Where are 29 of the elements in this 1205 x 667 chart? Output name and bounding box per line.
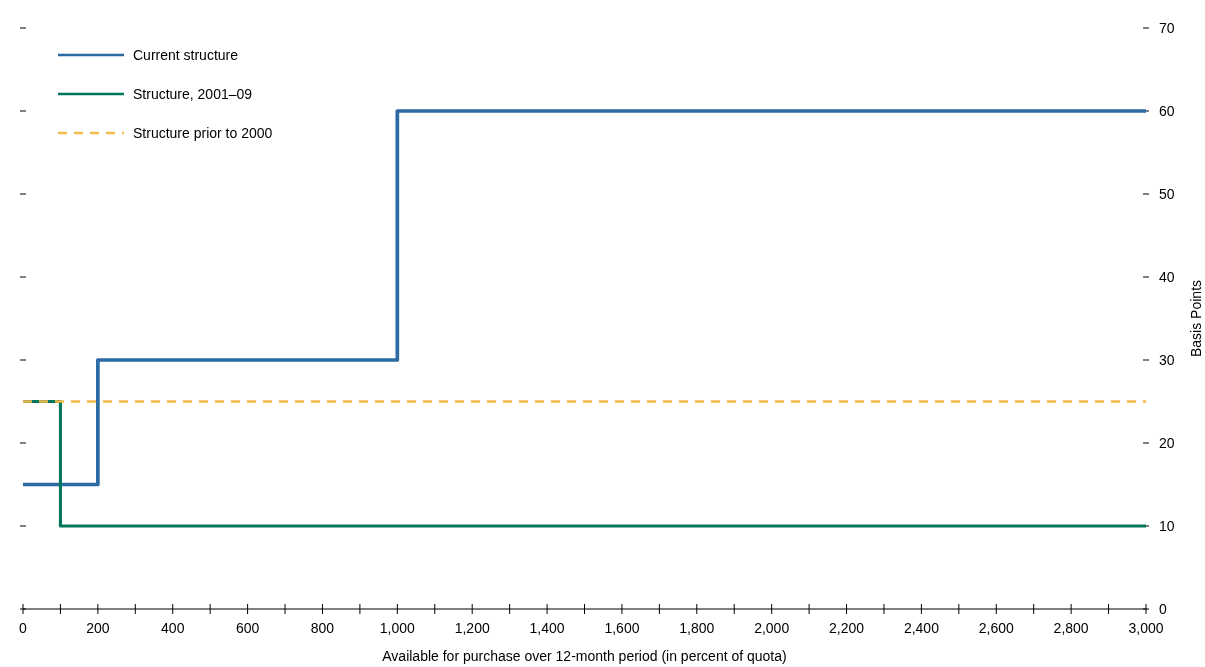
x-tick-label: 2,200 (829, 620, 865, 636)
y2-axis-title: Basis Points (1188, 279, 1204, 358)
x-axis-title: Available for purchase over 12-month period (in percent of quota) (382, 648, 787, 664)
y2-tick-label: 60 (1159, 103, 1175, 119)
y2-tick-label: 30 (1159, 352, 1175, 368)
x-tick-label: 800 (310, 620, 335, 636)
x-tick-label: 3,000 (1128, 620, 1164, 636)
x-tick-label: 0 (19, 620, 28, 636)
x-tick-label: 400 (161, 620, 185, 636)
y2-tick-label: 70 (1159, 20, 1175, 36)
y2-tick-label: 20 (1159, 435, 1175, 451)
y2-tick-label: 0 (1159, 601, 1167, 617)
x-tick-label: 1,600 (604, 620, 640, 636)
y2-tick-label: 50 (1159, 186, 1175, 202)
y2-tick-label: 40 (1159, 269, 1175, 285)
x-tick-label: 1,200 (454, 620, 490, 636)
x-tick-label: 1,400 (529, 620, 565, 636)
y2-tick-label: 10 (1159, 518, 1175, 534)
legend-label: Structure, 2001–09 (133, 86, 253, 102)
x-tick-label: 2,400 (903, 620, 940, 636)
x-tick-label: 1,800 (679, 620, 715, 636)
x-tick-label: 2,000 (754, 620, 790, 636)
x-tick-label: 1,000 (379, 620, 416, 636)
x-tick-label: 600 (235, 620, 260, 636)
x-tick-label: 2,600 (978, 620, 1014, 636)
legend-label: Current structure (133, 47, 239, 63)
x-tick-label: 2,800 (1053, 620, 1089, 636)
x-tick-label: 200 (86, 620, 110, 636)
legend-label: Structure prior to 2000 (133, 125, 273, 141)
